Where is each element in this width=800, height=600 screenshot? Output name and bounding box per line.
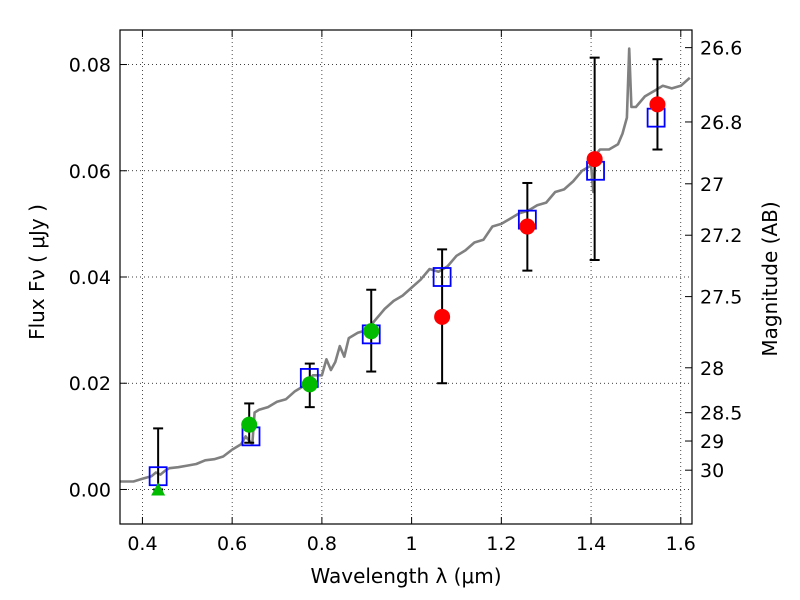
ground-flux-point <box>363 323 380 340</box>
y2-tick-label: 29 <box>700 431 724 453</box>
plot-data <box>120 47 691 496</box>
x-tick-label: 1.6 <box>666 533 696 555</box>
y2-axis-label: Magnitude (AB) <box>758 201 782 356</box>
x-tick-label: 1.2 <box>486 533 516 555</box>
space-flux-point <box>434 308 451 325</box>
y2-tick-label: 28 <box>700 358 724 380</box>
x-tick-label: 0.8 <box>307 533 337 555</box>
y2-tick-label: 30 <box>700 460 724 482</box>
space-flux-point <box>649 96 666 113</box>
axis-ticks: 0.4 0.6 0.8 1 1.2 1.4 1.6 0.00 0.02 0.04 0.06 0.08 2… <box>69 30 742 555</box>
x-tick-label: 0.6 <box>217 533 247 555</box>
space-flux-point <box>519 218 536 235</box>
y-tick-label: 0.02 <box>69 373 111 395</box>
y-tick-label: 0.00 <box>69 479 111 501</box>
model-flux-box <box>432 267 452 287</box>
space-flux-point <box>586 151 603 168</box>
x-tick-label: 1.4 <box>576 533 606 555</box>
y2-tick-label: 27.2 <box>700 225 742 247</box>
y2-tick-label: 26.6 <box>700 38 742 60</box>
y2-tick-label: 27.5 <box>700 287 742 309</box>
y-tick-label: 0.08 <box>69 55 111 77</box>
ground-flux-point <box>301 376 318 393</box>
x-axis-label: Wavelength λ (μm) <box>310 564 501 588</box>
y2-tick-label: 28.5 <box>700 403 742 425</box>
y-tick-label: 0.06 <box>69 161 111 183</box>
spectrum-line <box>120 47 691 483</box>
plot-frame <box>119 29 693 525</box>
y2-tick-label: 27 <box>700 174 724 196</box>
y2-tick-label: 26.8 <box>700 112 742 134</box>
x-tick-label: 0.4 <box>127 533 157 555</box>
error-bar <box>153 427 164 491</box>
upper-limit-triangle <box>151 482 166 496</box>
x-tick-label: 1 <box>406 533 418 555</box>
y-axis-label: Flux Fν ( μJy ) <box>25 204 49 340</box>
ground-flux-point <box>241 416 258 433</box>
y-tick-label: 0.04 <box>69 267 111 289</box>
grid-lines <box>120 30 692 524</box>
